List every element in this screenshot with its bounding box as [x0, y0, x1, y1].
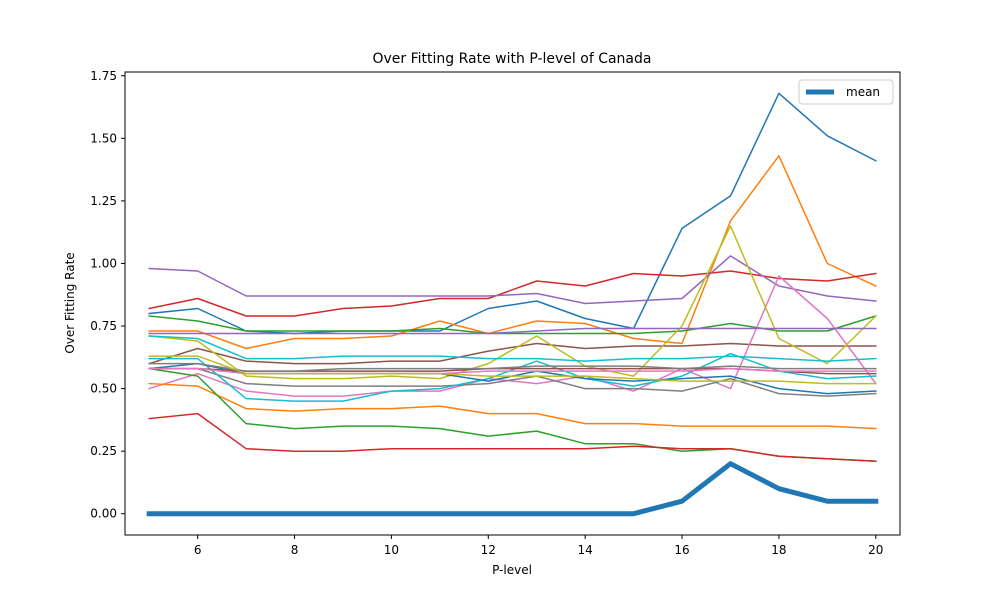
y-axis: 0.00 0.25 0.50 0.75 1.00 1.25 1.50 1.75	[90, 69, 125, 521]
x-tick-label: 16	[674, 543, 689, 557]
series-line-2	[148, 155, 877, 350]
y-tick-label: 0.00	[90, 507, 117, 521]
legend: mean	[798, 79, 894, 105]
y-tick-label: 1.25	[90, 194, 117, 208]
series-line-mean	[146, 461, 879, 517]
series-line-13	[148, 367, 877, 462]
y-tick-label: 1.75	[90, 69, 117, 83]
x-axis-label: P-level	[492, 563, 532, 577]
y-tick-label: 1.00	[90, 256, 117, 270]
x-tick-label: 8	[291, 543, 299, 557]
plot-frame	[124, 71, 901, 536]
series-line-15	[148, 327, 877, 335]
series-line-19	[148, 355, 877, 385]
y-tick-label: 0.50	[90, 382, 117, 396]
y-tick-label: 1.50	[90, 131, 117, 145]
series-line-1	[148, 92, 877, 335]
x-tick-label: 12	[481, 543, 496, 557]
series-line-7	[148, 275, 877, 397]
y-tick-label: 0.25	[90, 444, 117, 458]
series-line-10	[148, 352, 877, 402]
series-line-5	[148, 255, 877, 305]
series-line-14	[148, 412, 877, 462]
x-tick-label: 20	[868, 543, 883, 557]
series-line-4	[148, 270, 877, 317]
x-tick-label: 14	[578, 543, 593, 557]
series-line-6	[148, 342, 877, 365]
series-line-3	[148, 315, 877, 335]
y-axis-label: Over Fitting Rate	[63, 252, 77, 353]
legend-label-mean: mean	[846, 85, 880, 99]
x-tick-label: 6	[194, 543, 202, 557]
y-tick-label: 0.75	[90, 319, 117, 333]
chart-title: Over Fitting Rate with P-level of Canada	[373, 51, 652, 67]
series-line-9	[148, 225, 877, 380]
x-axis: 6 8 10 12 14 16 18 20	[194, 535, 883, 557]
series-layer	[146, 92, 879, 517]
x-tick-label: 18	[771, 543, 786, 557]
series-line-8	[148, 367, 877, 397]
series-line-12	[148, 382, 877, 430]
x-tick-label: 10	[384, 543, 399, 557]
legend-box	[798, 79, 894, 105]
series-line-20	[148, 335, 877, 362]
series-line-18	[148, 362, 877, 372]
